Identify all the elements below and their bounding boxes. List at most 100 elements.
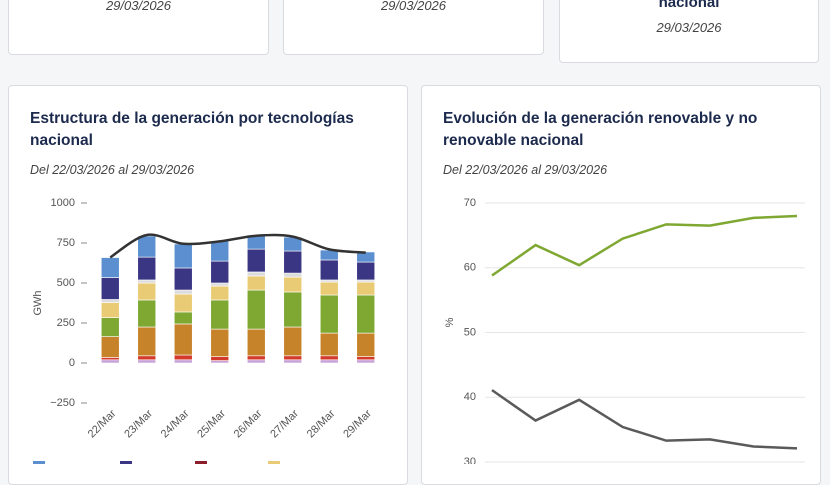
card-date: 29/03/2026 (656, 20, 722, 35)
y-tick-label: 50 (464, 326, 476, 338)
bar-segment (137, 355, 157, 361)
bar-segment (173, 267, 193, 291)
y-tick-label: 500 (57, 277, 75, 289)
bar-segment (173, 293, 193, 313)
x-tick-label: 27/Mar (268, 407, 301, 440)
bar-segment (100, 336, 120, 358)
bar-segment (356, 359, 376, 364)
bar-segment (283, 359, 303, 364)
bar-segment (137, 359, 157, 364)
y-tick-label: 1000 (51, 197, 75, 209)
bar-segment (246, 328, 266, 357)
bar-segment (319, 281, 339, 296)
bar-segment (319, 359, 339, 364)
bar-segment (210, 328, 230, 357)
x-tick-label: 29/Mar (341, 407, 374, 440)
bar-segment (137, 256, 157, 281)
bar-segment (210, 282, 230, 287)
x-tick-label: 25/Mar (195, 407, 228, 440)
bar-segment (246, 359, 266, 364)
legend-swatch[interactable] (195, 461, 207, 464)
x-tick-label: 26/Mar (232, 407, 265, 440)
bar-segment (319, 294, 339, 334)
y-tick-label: 70 (464, 197, 476, 209)
y-axis-label: GWh (32, 290, 44, 315)
chart-subtitle: Del 22/03/2026 al 29/03/2026 (30, 163, 195, 177)
bar-segment (210, 260, 230, 284)
bar-segment (319, 332, 339, 357)
y-tick-label: 60 (464, 262, 476, 274)
bar-segment (356, 332, 376, 357)
legend-swatch[interactable] (268, 461, 280, 464)
bar-segment (100, 359, 120, 364)
bar-segment (319, 355, 339, 361)
kpi-card[interactable]: 29/03/2026 (8, 0, 269, 55)
bar-segment (100, 299, 120, 303)
bar-segment (100, 257, 120, 278)
bar-segment (283, 291, 303, 328)
y-tick-label: 750 (57, 237, 75, 249)
bar-segment (283, 250, 303, 274)
x-tick-label: 22/Mar (86, 407, 119, 440)
bar-segment (246, 275, 266, 291)
bar-segment (173, 354, 193, 361)
bar-segment (173, 243, 193, 269)
bar-segment (100, 302, 120, 318)
bar-segment (283, 272, 303, 278)
bar-segment (210, 285, 230, 301)
bar-segment (173, 289, 193, 295)
kpi-card[interactable]: 29/03/2026 (283, 0, 544, 55)
y-tick-label: 0 (69, 357, 75, 369)
bar-segment (173, 311, 193, 325)
bar-segment (137, 279, 157, 284)
legend-swatch[interactable] (33, 461, 45, 464)
x-tick-label: 28/Mar (305, 407, 338, 440)
bar-segment (173, 359, 193, 364)
bar-segment (210, 240, 230, 262)
y-axis-label: % (444, 317, 456, 327)
x-tick-label: 23/Mar (122, 407, 155, 440)
bar-segment (100, 277, 120, 300)
total-line (109, 233, 366, 259)
x-tick-label: 24/Mar (159, 407, 192, 440)
bar-segment (356, 281, 376, 296)
y-tick-label: 40 (464, 391, 476, 403)
chart-subtitle: Del 22/03/2026 al 29/03/2026 (443, 163, 608, 177)
bar-segment (100, 317, 120, 337)
bar-segment (210, 360, 230, 364)
bar-segment (319, 259, 339, 281)
bar-segment (137, 235, 157, 258)
bar-segment (283, 326, 303, 357)
bar-segment (356, 356, 376, 361)
series-line (491, 214, 798, 277)
card-date: 29/03/2026 (105, 0, 172, 13)
chart-title: Estructura de la generación por tecnolog… (30, 110, 354, 149)
chart-title: Evolución de la generación renovable y n… (443, 110, 758, 149)
bar-segment (137, 299, 157, 328)
y-tick-label: −250 (50, 397, 75, 409)
bar-segment (246, 289, 266, 330)
bar-segment (210, 356, 230, 361)
bar-segment (356, 294, 376, 334)
bar-segment (246, 248, 266, 273)
legend-swatch[interactable] (120, 461, 132, 464)
bar-segment (137, 282, 157, 301)
bar-segment (246, 271, 266, 277)
chart-card: Estructura de la generación por tecnolog… (8, 85, 408, 485)
bar-segment (283, 355, 303, 361)
bar-segment (356, 279, 376, 283)
bar-segment (283, 276, 303, 293)
bar-segment (319, 279, 339, 283)
bar-segment (246, 355, 266, 361)
series-line (491, 389, 798, 450)
bar-segment (100, 357, 120, 361)
bar-segment (137, 326, 157, 357)
y-tick-label: 250 (57, 317, 75, 329)
bar-segment (356, 261, 376, 281)
page: 29/03/2026 29/03/2026 nacional 29/03/202… (8, 0, 821, 485)
kpi-card[interactable]: nacional 29/03/2026 (559, 0, 819, 63)
bar-segment (210, 299, 230, 330)
bar-segment (173, 323, 193, 356)
card-title: nacional (658, 0, 720, 11)
